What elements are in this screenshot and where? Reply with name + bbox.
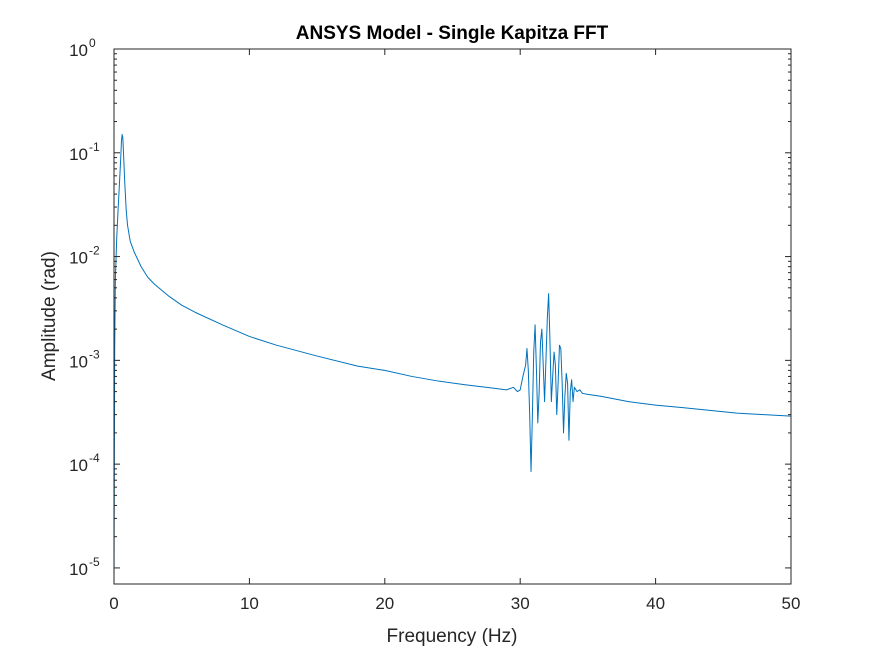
x-ticks: 0 10 20 30 40 50 — [109, 49, 800, 613]
y-tick-base: 10 — [69, 352, 88, 371]
chart-title: ANSYS Model - Single Kapitza FFT — [296, 23, 609, 44]
x-axis-label: Frequency (Hz) — [387, 626, 518, 647]
plot-area — [114, 49, 791, 584]
y-tick-label: 10 -3 — [69, 347, 100, 371]
x-tick-label: 0 — [109, 594, 118, 613]
y-tick-base: 10 — [69, 249, 88, 268]
x-tick-label: 20 — [375, 594, 394, 613]
y-tick-label: 10 -1 — [69, 140, 100, 164]
y-tick-base: 10 — [69, 145, 88, 164]
y-tick-exponent: 0 — [89, 36, 96, 50]
y-tick-exponent: -4 — [89, 451, 100, 465]
x-tick-label: 10 — [240, 594, 259, 613]
y-tick-label: 10 -5 — [69, 555, 100, 579]
y-tick-exponent: -2 — [89, 244, 100, 258]
x-tick-label: 40 — [646, 594, 665, 613]
series-layer — [113, 134, 792, 585]
y-tick-label: 10 -2 — [69, 244, 100, 268]
axes-box — [113, 48, 792, 585]
y-axis-label: Amplitude (rad) — [39, 251, 60, 381]
y-tick-base: 10 — [69, 560, 88, 579]
axes-layer — [113, 48, 792, 585]
y-tick-base: 10 — [69, 41, 88, 60]
y-tick-exponent: -5 — [89, 555, 100, 569]
y-tick-exponent: -1 — [89, 140, 100, 154]
y-tick-exponent: -3 — [89, 347, 100, 361]
x-tick-label: 50 — [782, 594, 801, 613]
y-tick-label: 10 -4 — [69, 451, 100, 475]
y-tick-base: 10 — [69, 456, 88, 475]
series-line-0 — [113, 134, 792, 585]
y-tick-label: 10 0 — [69, 36, 96, 60]
x-tick-label: 30 — [511, 594, 530, 613]
